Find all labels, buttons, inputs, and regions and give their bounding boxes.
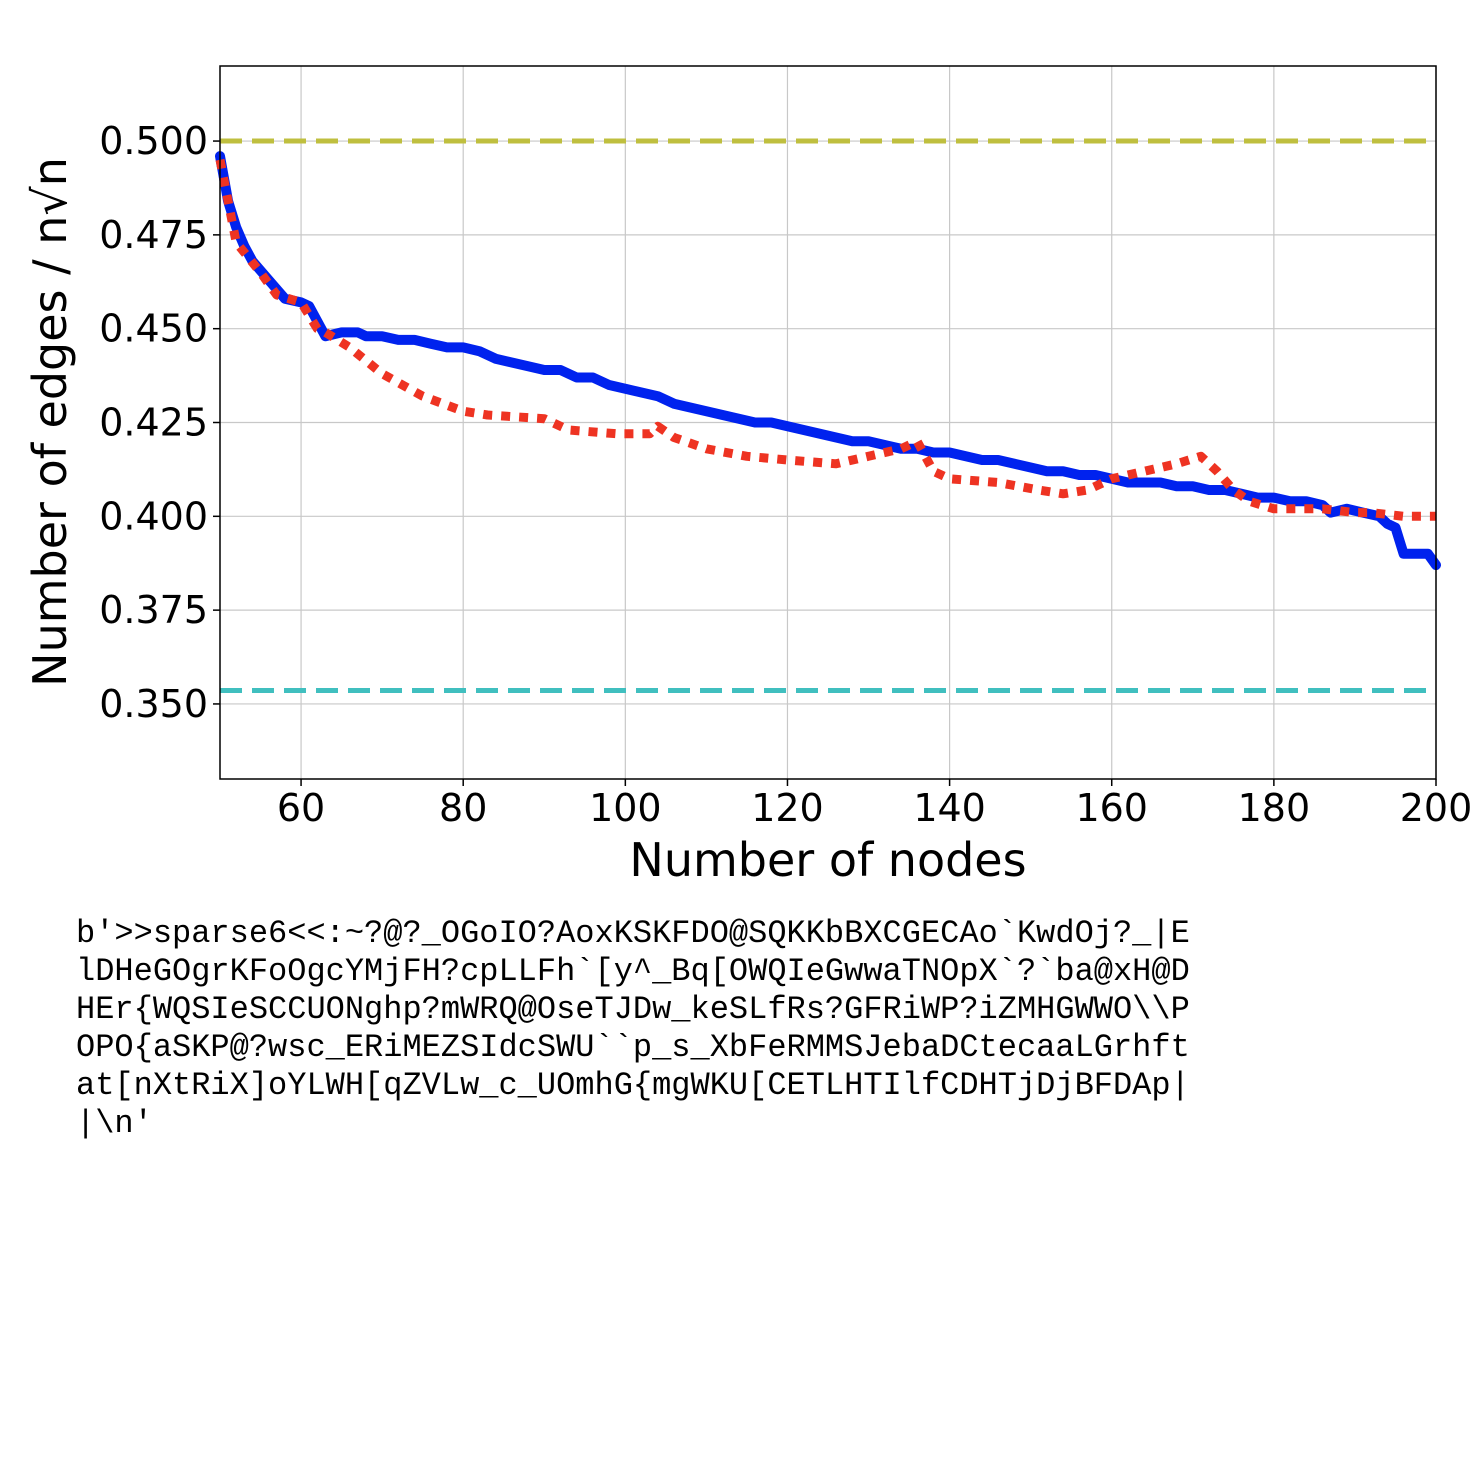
x-axis-label: Number of nodes <box>629 833 1026 887</box>
grid-lines <box>220 66 1437 779</box>
y-axis-label: Number of edges / n√n <box>23 157 77 687</box>
y-tick-label: 0.375 <box>99 588 208 632</box>
x-tick-label: 80 <box>439 786 487 830</box>
data-series <box>215 151 1441 571</box>
y-tick-label: 0.425 <box>99 401 208 445</box>
x-tick-label: 60 <box>277 786 325 830</box>
caption-line: at[nXtRiX]oYLWH[qZVLw_c_UOmhG{mgWKU[CETL… <box>76 1067 1190 1104</box>
y-tick-label: 0.400 <box>99 494 208 538</box>
y-tick-label: 0.475 <box>99 213 208 257</box>
y-axis-ticks: 0.350 0.375 0.400 0.425 0.450 0.475 0.500 <box>99 119 220 726</box>
solid-series-line <box>215 151 1441 571</box>
reference-lines <box>220 138 1436 693</box>
x-tick-label: 180 <box>1238 786 1311 830</box>
y-tick-label: 0.350 <box>99 682 208 726</box>
caption-line: HEr{WQSIeSCCUONghp?mWRQ@OseTJDw_keSLfRs?… <box>76 991 1190 1028</box>
x-tick-label: 140 <box>913 786 986 830</box>
caption-line: b'>>sparse6<<:~?@?_OGoIO?AoxKSKFDO@SQKKb… <box>76 915 1190 952</box>
x-tick-label: 100 <box>589 786 662 830</box>
caption-line: |\n' <box>76 1105 153 1142</box>
y-tick-label: 0.500 <box>99 119 208 163</box>
caption-line: OPO{aSKP@?wsc_ERiMEZSIdcSWU``p_s_XbFeRMM… <box>76 1029 1190 1066</box>
dotted-series-line <box>215 158 1436 521</box>
caption-line: lDHeGOgrKFoOgcYMjFH?cpLLFh`[y^_Bq[OWQIeG… <box>76 953 1190 990</box>
y-tick-label: 0.450 <box>99 307 208 351</box>
sparse6-caption: b'>>sparse6<<:~?@?_OGoIO?AoxKSKFDO@SQKKb… <box>76 915 1456 1143</box>
x-axis-ticks: 60 80 100 120 140 160 180 200 <box>277 779 1472 830</box>
x-tick-label: 160 <box>1075 786 1148 830</box>
line-chart: 60 80 100 120 140 160 180 200 0.3500.3750.4000.… <box>23 65 1472 887</box>
x-tick-label: 200 <box>1400 786 1473 830</box>
x-tick-label: 120 <box>751 786 824 830</box>
